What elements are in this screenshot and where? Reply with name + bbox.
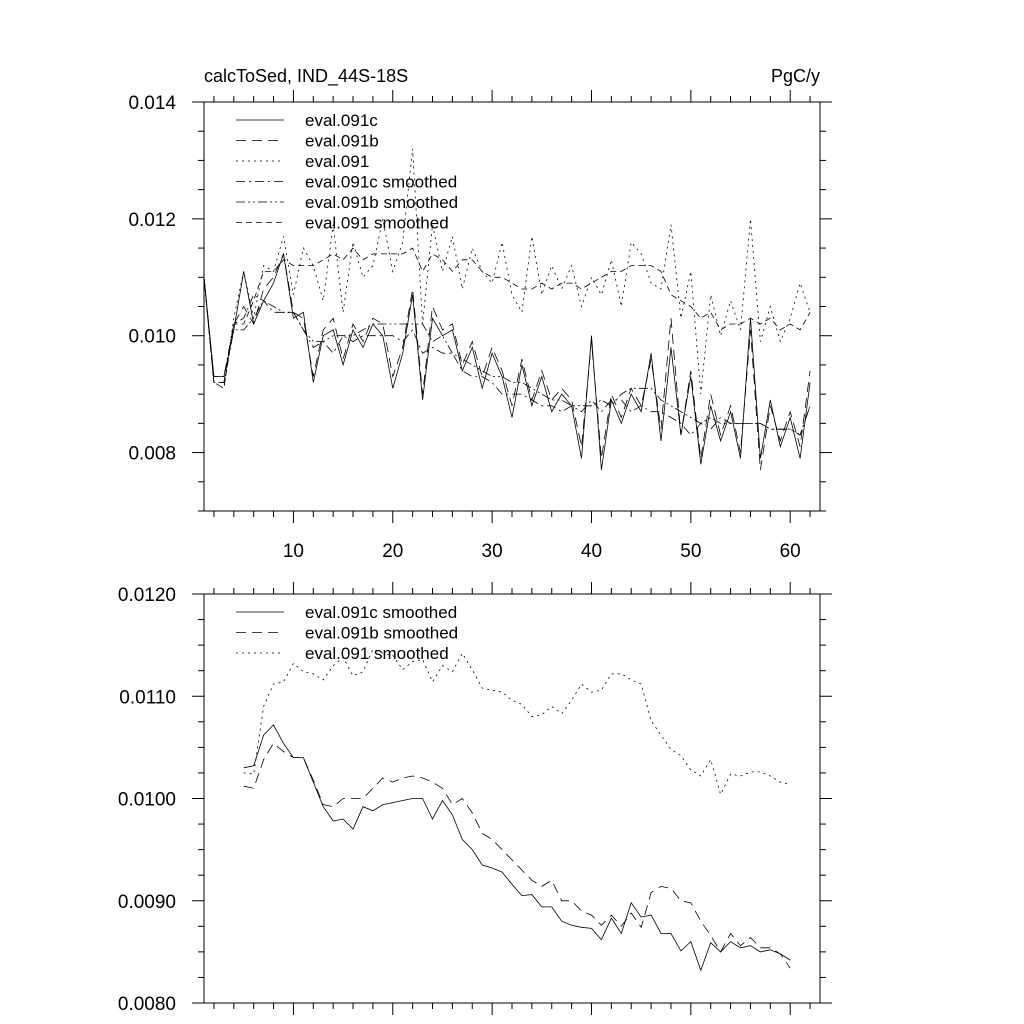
series-line-2 — [243, 648, 791, 796]
y-tick-label: 0.0080 — [118, 994, 176, 1015]
chart-units: PgC/y — [771, 66, 820, 86]
series-line-5 — [203, 247, 811, 389]
y-tick-label: 0.012 — [128, 210, 176, 231]
series-line-3 — [203, 277, 811, 436]
y-tick-label: 0.0100 — [118, 790, 176, 811]
x-tick-label: 50 — [680, 541, 701, 562]
top-plot-frame — [203, 101, 821, 512]
legend-entry: eval.091 smoothed — [305, 214, 449, 233]
y-tick-label: 0.0090 — [118, 892, 176, 913]
legend-entry: eval.091 smoothed — [305, 644, 449, 663]
series-line-0 — [243, 724, 791, 972]
legend-entry: eval.091c smoothed — [305, 173, 457, 192]
x-tick-label: 20 — [382, 541, 403, 562]
y-tick-label: 0.008 — [128, 444, 176, 465]
legend-entry: eval.091b smoothed — [305, 624, 458, 643]
x-tick-label: 40 — [581, 541, 602, 562]
bottom-series-lines — [243, 648, 791, 972]
series-line-0 — [203, 253, 811, 471]
top-chart-panel: calcToSed, IND_44S-18S PgC/y 10 20 30 40 50 6… — [128, 66, 832, 562]
x-tick-label: 30 — [482, 541, 503, 562]
legend-entry: eval.091b — [305, 132, 379, 151]
legend-entry: eval.091c — [305, 111, 378, 130]
series-line-1 — [203, 252, 811, 471]
series-line-4 — [203, 277, 811, 436]
legend-entry: eval.091 — [305, 152, 369, 171]
y-tick-label: 0.0110 — [119, 687, 176, 708]
legend-entry: eval.091c smoothed — [305, 603, 457, 622]
y-tick-label: 0.014 — [128, 93, 176, 114]
series-line-2 — [203, 148, 811, 395]
series-line-1 — [243, 742, 791, 969]
x-tick-label: 10 — [283, 541, 304, 562]
bottom-legend: eval.091c smoothed eval.091b smoothedeval… — [236, 603, 458, 663]
y-tick-label: 0.0120 — [118, 585, 176, 606]
bottom-chart-panel: 0.0080 0.0090 0.0100 0.0110 0.0120 eval.091c… — [118, 582, 832, 1015]
top-axis-ticks: 10 20 30 40 50 60 0.008 0.010 0.012 0.014 — [128, 90, 832, 562]
bottom-plot-frame — [203, 593, 821, 1004]
chart-title: calcToSed, IND_44S-18S — [204, 66, 408, 87]
top-series-lines — [203, 148, 811, 471]
x-tick-label: 60 — [780, 541, 801, 562]
bottom-axis-ticks: 0.0080 0.0090 0.0100 0.0110 0.0120 — [118, 582, 832, 1015]
legend-entry: eval.091b smoothed — [305, 193, 458, 212]
y-tick-label: 0.010 — [128, 327, 176, 348]
